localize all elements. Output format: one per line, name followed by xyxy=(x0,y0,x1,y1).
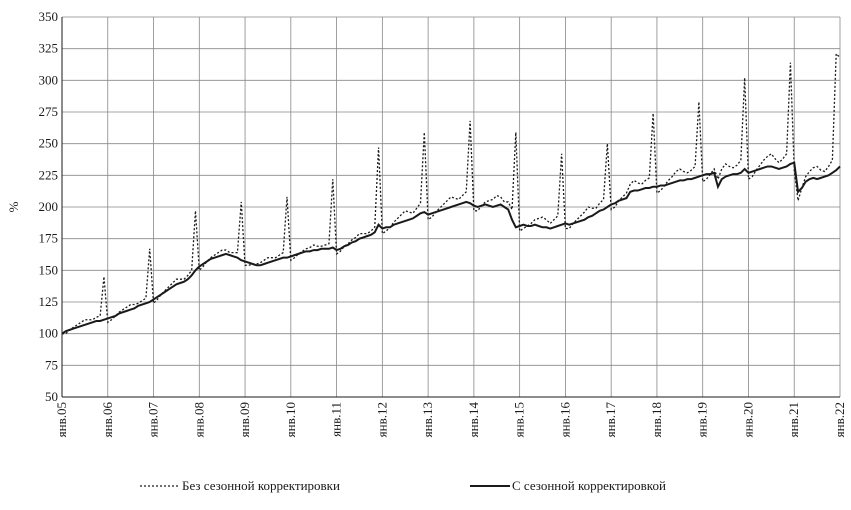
x-tick-label: янв.20 xyxy=(740,402,755,437)
y-tick-label: 275 xyxy=(39,104,59,119)
x-tick-label: янв.22 xyxy=(832,402,847,437)
y-tick-label: 200 xyxy=(39,199,59,214)
data-line xyxy=(62,52,841,335)
x-tick-label: янв.17 xyxy=(603,402,618,438)
x-tick-label: янв.05 xyxy=(54,402,69,437)
x-tick-label: янв.14 xyxy=(466,402,481,438)
x-tick-label: янв.21 xyxy=(786,402,801,437)
x-tick-label: янв.09 xyxy=(237,402,252,437)
y-axis-label: % xyxy=(6,201,21,212)
legend-label: Без сезонной корректировки xyxy=(182,478,340,493)
data-line xyxy=(61,161,841,335)
x-tick-label: янв.07 xyxy=(146,402,161,438)
y-tick-label: 150 xyxy=(39,262,59,277)
x-tick-label: янв.06 xyxy=(100,402,115,438)
x-tick-label: янв.13 xyxy=(420,402,435,437)
y-tick-label: 225 xyxy=(39,167,59,182)
y-tick-label: 75 xyxy=(45,357,58,372)
x-tick-label: янв.18 xyxy=(649,402,664,437)
x-tick-label: янв.11 xyxy=(329,402,344,437)
y-tick-label: 125 xyxy=(39,294,59,309)
x-tick-label: янв.15 xyxy=(512,402,527,437)
legend-label: С сезонной корректировкой xyxy=(512,478,666,493)
x-tick-label: янв.12 xyxy=(374,402,389,437)
y-tick-label: 350 xyxy=(39,9,59,24)
x-tick-label: янв.19 xyxy=(695,402,710,437)
y-tick-label: 250 xyxy=(39,136,59,151)
x-tick-label: янв.10 xyxy=(283,402,298,437)
y-tick-label: 50 xyxy=(45,389,58,404)
y-tick-label: 300 xyxy=(39,72,59,87)
y-tick-label: 175 xyxy=(39,231,59,246)
y-tick-label: 100 xyxy=(39,326,59,341)
x-tick-label: янв.08 xyxy=(191,402,206,437)
x-tick-label: янв.16 xyxy=(557,402,572,438)
y-tick-label: 325 xyxy=(39,41,59,56)
